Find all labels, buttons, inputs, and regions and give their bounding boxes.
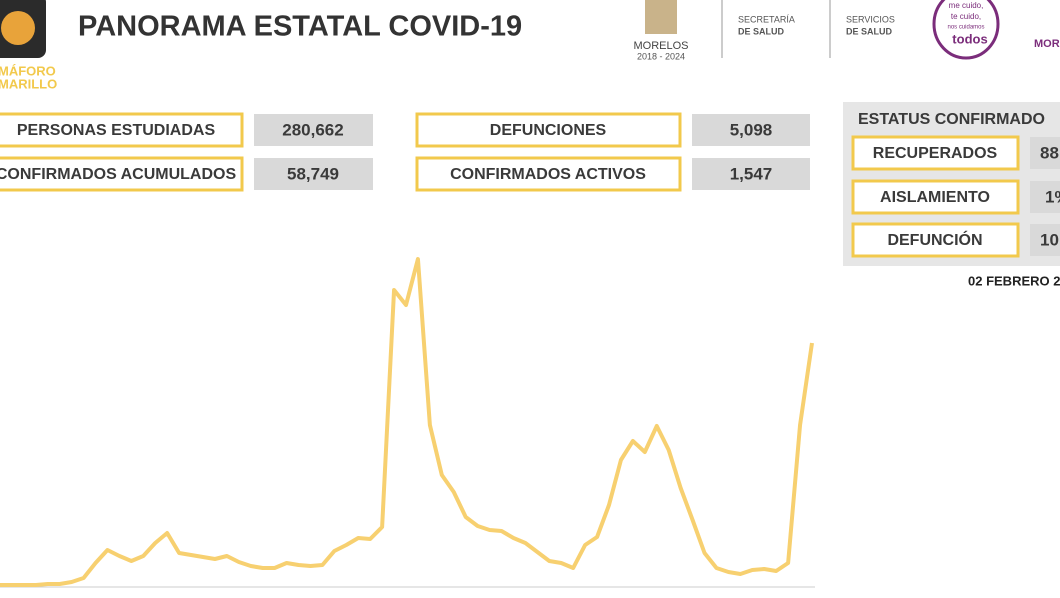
stat-value: 58,749 bbox=[287, 164, 339, 183]
status-value: 10 bbox=[1040, 230, 1059, 249]
logo-oval bbox=[932, 0, 1000, 60]
status-title: ESTATUS CONFIRMADO bbox=[858, 111, 1045, 128]
stat-box bbox=[415, 112, 682, 148]
status-value-box bbox=[1030, 224, 1060, 256]
stat-box bbox=[0, 156, 244, 192]
stat-label: CONFIRMADOS ACTIVOS bbox=[450, 166, 646, 183]
stat-label: CONFIRMADOS ACUMULADOS bbox=[0, 166, 236, 183]
logo-text: nos cuidamos bbox=[947, 25, 984, 31]
logo-text: te cuido, bbox=[951, 12, 981, 21]
logo-text: me cuido, bbox=[949, 1, 984, 10]
status-label: DEFUNCIÓN bbox=[887, 230, 982, 249]
logo-text: MORELOS bbox=[633, 40, 688, 52]
logo-text: SERVICIOS bbox=[846, 14, 895, 24]
status-box bbox=[851, 222, 1020, 258]
stat-value-box bbox=[254, 158, 373, 190]
stat-value: 5,098 bbox=[730, 120, 773, 139]
stat-value-box bbox=[692, 114, 810, 146]
stat-box bbox=[415, 156, 682, 192]
line-series bbox=[0, 257, 814, 587]
logo-text: 2018 - 2024 bbox=[637, 51, 685, 61]
stat-value-box bbox=[254, 114, 373, 146]
status-value-box bbox=[1030, 181, 1060, 213]
status-box bbox=[851, 179, 1020, 215]
logo-text: DE SALUD bbox=[846, 26, 893, 36]
semaforo-light bbox=[1, 11, 35, 45]
date: 02 FEBRERO 2 bbox=[968, 273, 1060, 288]
logo-text: todos bbox=[952, 31, 987, 46]
stat-value: 280,662 bbox=[282, 120, 343, 139]
status-value-box bbox=[1030, 137, 1060, 169]
stat-value: 1,547 bbox=[730, 164, 773, 183]
stat-value-box bbox=[692, 158, 810, 190]
semaforo-text: MÁFORO bbox=[0, 63, 56, 78]
status-box bbox=[851, 135, 1020, 171]
status-value: 88 bbox=[1040, 143, 1059, 162]
status-label: AISLAMIENTO bbox=[880, 189, 990, 206]
status-label: RECUPERADOS bbox=[873, 145, 998, 162]
title: PANORAMA ESTATAL COVID-19 bbox=[78, 11, 522, 43]
logo-text: MORE bbox=[1034, 38, 1060, 50]
logo-text: DE SALUD bbox=[738, 26, 785, 36]
semaforo-text: MARILLO bbox=[0, 76, 57, 91]
stat-label: PERSONAS ESTUDIADAS bbox=[17, 122, 216, 139]
status-value: 1% bbox=[1045, 187, 1060, 206]
morelos-shield bbox=[645, 0, 677, 34]
stat-box bbox=[0, 112, 244, 148]
stat-label: DEFUNCIONES bbox=[490, 122, 607, 139]
logo-text: SECRETARÍA bbox=[738, 14, 795, 24]
